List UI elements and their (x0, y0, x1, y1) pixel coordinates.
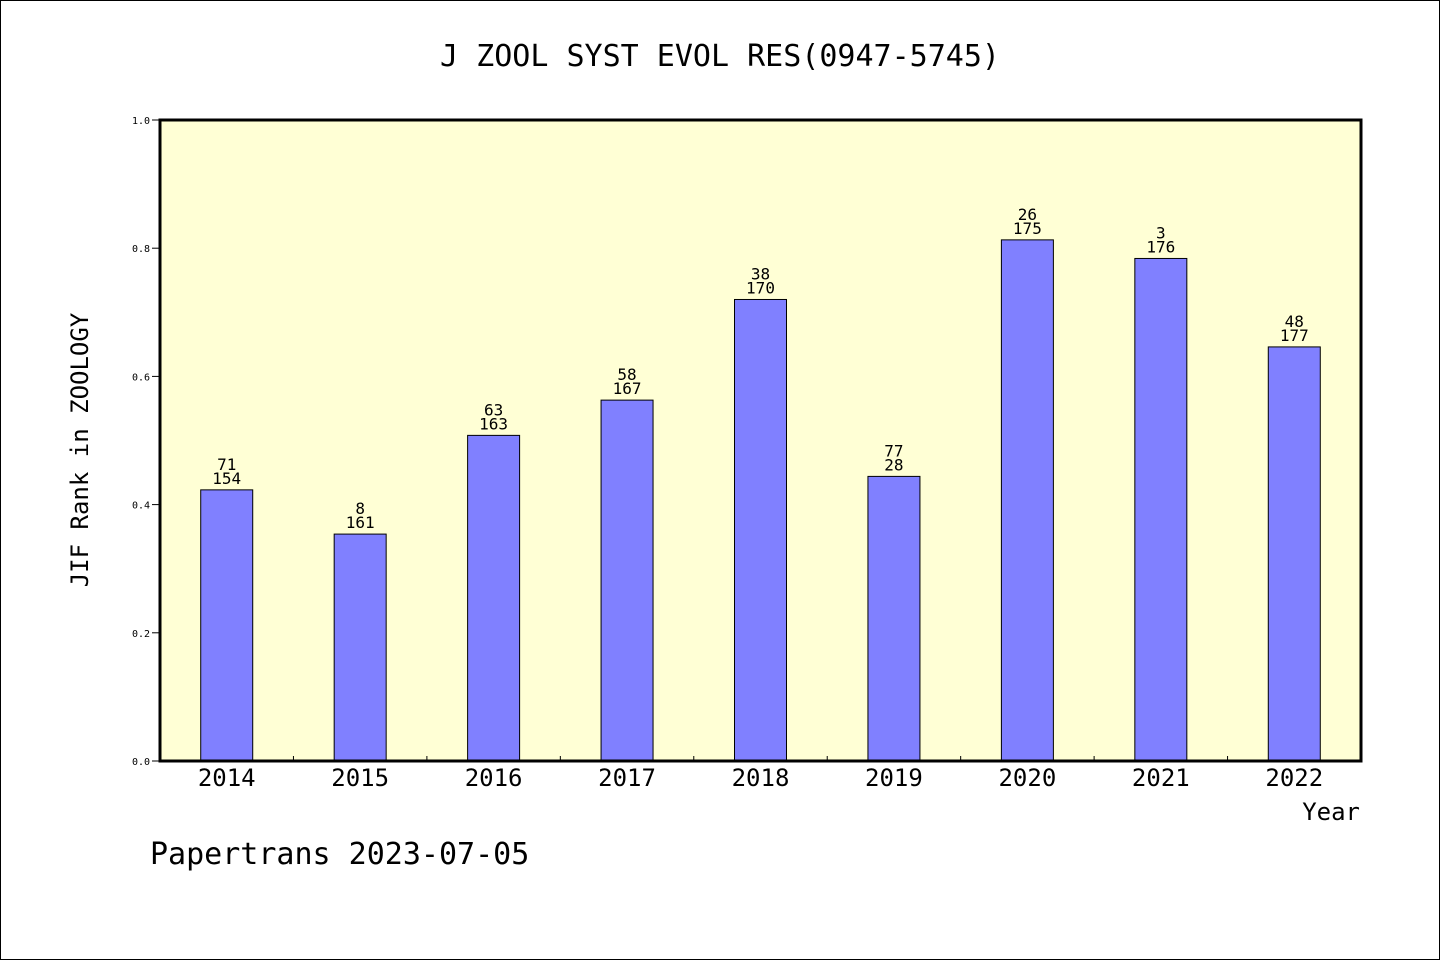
bar-label-total: 177 (1280, 326, 1309, 345)
bar-label-rank: 71 (217, 455, 236, 474)
bar-label-rank: 8 (355, 499, 365, 518)
bar-2019 (867, 475, 921, 762)
y-tick-label: 0.0 (132, 757, 150, 768)
bar-label-total: 154 (212, 469, 241, 488)
x-axis: 2014 2015 2016 2017 2018 2019 2020 2021 2022 (198, 756, 1323, 792)
bar-label-rank: 3 (1156, 223, 1166, 242)
bar-2014 (200, 489, 254, 762)
bar-label-rank: 77 (884, 441, 903, 460)
bar-2018 (734, 298, 787, 762)
bar-2022 (1267, 346, 1321, 762)
y-axis-label: JIF Rank in ZOOLOGY (66, 312, 94, 587)
bar-label-total: 163 (479, 414, 508, 433)
bar-label-total: 175 (1013, 219, 1042, 238)
bar-label-rank: 38 (751, 264, 770, 283)
y-axis: 0.0 0.2 0.4 0.6 0.8 1.0 (132, 116, 160, 768)
bar-2020 (1000, 239, 1054, 762)
bar-label-total: 170 (746, 278, 775, 297)
bar-2017 (600, 399, 654, 762)
bar-2016 (467, 434, 521, 762)
bar-label-total: 28 (884, 455, 903, 474)
bar-label-rank: 26 (1018, 205, 1037, 224)
footer-text: Papertrans 2023-07-05 (150, 837, 529, 872)
y-tick-label: 0.2 (132, 629, 150, 640)
bar-label-rank: 48 (1285, 312, 1304, 331)
chart-title: J ZOOL SYST EVOL RES(0947-5745) (440, 39, 1000, 74)
x-axis-label: Year (1302, 798, 1360, 826)
x-tick-label: 2015 (331, 764, 389, 792)
x-tick-label: 2018 (732, 764, 790, 792)
bar-label-total: 176 (1146, 237, 1175, 256)
plot-border (158, 118, 1363, 763)
x-tick-label: 2016 (465, 764, 523, 792)
x-tick-label: 2021 (1132, 764, 1190, 792)
y-tick-label: 0.6 (132, 372, 150, 383)
bars-group (200, 239, 1321, 762)
x-tick-label: 2022 (1265, 764, 1323, 792)
bar-label-total: 161 (346, 513, 375, 532)
x-tick-label: 2017 (598, 764, 656, 792)
bar-label-rank: 63 (484, 400, 503, 419)
x-tick-label: 2020 (998, 764, 1056, 792)
bar-label-rank: 58 (617, 365, 636, 384)
bar-2015 (333, 533, 387, 762)
y-tick-label: 1.0 (132, 116, 150, 127)
y-tick-label: 0.4 (132, 501, 150, 512)
bar-2021 (1134, 257, 1188, 762)
x-tick-label: 2014 (198, 764, 256, 792)
x-tick-label: 2019 (865, 764, 923, 792)
y-tick-label: 0.8 (132, 244, 150, 255)
bar-label-total: 167 (613, 379, 642, 398)
